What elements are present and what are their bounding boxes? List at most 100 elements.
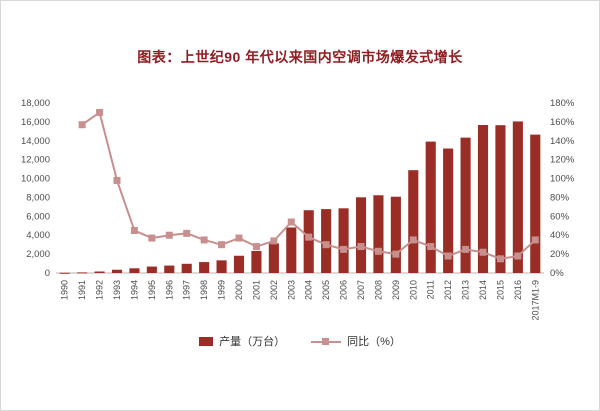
bar-production — [530, 134, 541, 273]
bar-production — [59, 272, 70, 274]
x-axis-category-label: 1992 — [95, 280, 105, 300]
bar-production — [477, 125, 489, 273]
yoy-marker — [287, 218, 295, 226]
yoy-marker — [374, 247, 382, 255]
x-axis-category-label: 2001 — [251, 280, 261, 300]
right-axis-tick-label: 60% — [550, 211, 570, 222]
right-axis-tick-label: 120% — [550, 155, 575, 166]
bar-production — [251, 250, 262, 273]
bar-production — [373, 195, 384, 273]
left-axis-tick-label: 14,000 — [21, 136, 50, 147]
yoy-marker — [514, 252, 522, 260]
right-axis-tick-label: 80% — [550, 192, 570, 203]
x-axis-category-label: 1995 — [147, 280, 157, 300]
bar-production — [408, 170, 419, 273]
x-axis-category-label: 2009 — [391, 280, 401, 300]
x-axis-category-label: 1998 — [199, 280, 209, 300]
bar-production — [321, 209, 332, 273]
yoy-marker — [409, 236, 417, 244]
right-axis-tick-label: 0% — [550, 268, 564, 279]
x-axis-category-label: 2012 — [443, 280, 453, 300]
legend-item-yoy: 同比（%） — [311, 333, 401, 349]
x-axis-category-label: 2007 — [356, 280, 366, 300]
chart-canvas: 0 2,000 4,000 6,000 8,000 10,000 12,000 14,000 1… — [21, 98, 575, 321]
bar-production — [425, 141, 436, 273]
left-axis-tick-label: 16,000 — [21, 117, 50, 128]
bar-production — [77, 272, 88, 274]
bar-production — [390, 196, 401, 273]
x-axis-category-label: 2002 — [269, 280, 279, 300]
yoy-marker — [270, 237, 278, 245]
bar-production — [303, 210, 314, 273]
x-axis-category-label: 2008 — [373, 280, 383, 300]
bar-production — [338, 208, 349, 273]
yoy-marker — [392, 250, 400, 258]
x-axis-category-label: 1993 — [112, 280, 122, 300]
legend-item-production: 产量（万台） — [199, 333, 285, 349]
bar-production — [94, 271, 105, 273]
x-axis-category-label: 1991 — [77, 280, 87, 300]
yoy-marker — [218, 241, 226, 249]
x-axis-category-label: 1990 — [60, 280, 70, 300]
right-axis-tick-label: 160% — [550, 117, 575, 128]
x-axis-category-label: 1994 — [129, 280, 139, 300]
x-axis-category-label: 2003 — [286, 280, 296, 300]
yoy-marker — [340, 245, 348, 253]
bar-swatch-icon — [199, 336, 214, 346]
left-axis-tick-label: 2,000 — [26, 249, 50, 260]
x-axis-category-label: 2006 — [339, 280, 349, 300]
yoy-marker — [148, 234, 156, 242]
bar-production — [495, 125, 506, 273]
page-title: 图表：上世纪90 年代以来国内空调市场爆发式增长 — [137, 49, 463, 65]
x-axis-category-label: 2004 — [304, 280, 314, 300]
left-axis-tick-label: 0 — [45, 268, 50, 279]
bar-production — [355, 197, 367, 273]
yoy-marker — [427, 243, 435, 251]
x-axis-category-label: 2011 — [426, 280, 436, 299]
yoy-marker — [496, 255, 504, 263]
bar-production — [268, 243, 279, 273]
legend-label-production: 产量（万台） — [219, 336, 286, 348]
bar-production — [216, 260, 227, 273]
right-axis-tick-label: 20% — [550, 249, 570, 260]
right-axis-tick-label: 140% — [550, 136, 575, 147]
x-axis-category-label: 1997 — [182, 280, 192, 300]
yoy-marker — [200, 236, 208, 244]
yoy-marker — [357, 243, 365, 251]
bar-production — [111, 269, 123, 273]
x-axis-category-label: 2010 — [408, 280, 418, 300]
left-axis-tick-label: 4,000 — [26, 230, 50, 241]
x-axis-category-label: 2000 — [234, 280, 244, 300]
left-axis-tick-label: 18,000 — [21, 98, 50, 109]
left-axis-tick-label: 10,000 — [21, 174, 50, 185]
yoy-marker — [130, 227, 138, 234]
yoy-marker — [113, 176, 121, 184]
yoy-marker — [252, 243, 260, 251]
legend-label-yoy: 同比（%） — [347, 336, 401, 348]
x-axis-category-label: 1996 — [164, 280, 174, 300]
right-axis-tick-label: 180% — [550, 98, 575, 109]
chart-legend: 产量（万台） 同比（%） — [1, 333, 599, 349]
yoy-marker — [322, 241, 330, 249]
yoy-marker — [78, 121, 86, 129]
yoy-marker — [444, 252, 452, 260]
bar-production — [199, 262, 210, 273]
right-axis-tick-label: 100% — [550, 174, 575, 185]
bar-production — [164, 265, 175, 273]
bar-production — [181, 263, 192, 273]
yoy-marker — [183, 229, 191, 237]
bar-production — [443, 148, 454, 273]
yoy-marker — [165, 231, 173, 239]
yoy-marker — [531, 236, 539, 244]
bar-production — [512, 121, 523, 274]
yoy-marker — [479, 248, 487, 256]
right-axis-tick-label: 40% — [550, 230, 570, 241]
x-axis-category-label: 2017M1-9 — [530, 280, 540, 321]
x-axis-category-label: 2013 — [461, 280, 471, 300]
left-axis-tick-label: 6,000 — [26, 211, 50, 222]
bar-production — [460, 137, 471, 273]
x-axis-category-label: 2005 — [321, 280, 331, 300]
left-axis-tick-label: 12,000 — [21, 155, 50, 166]
bar-production — [233, 255, 245, 273]
